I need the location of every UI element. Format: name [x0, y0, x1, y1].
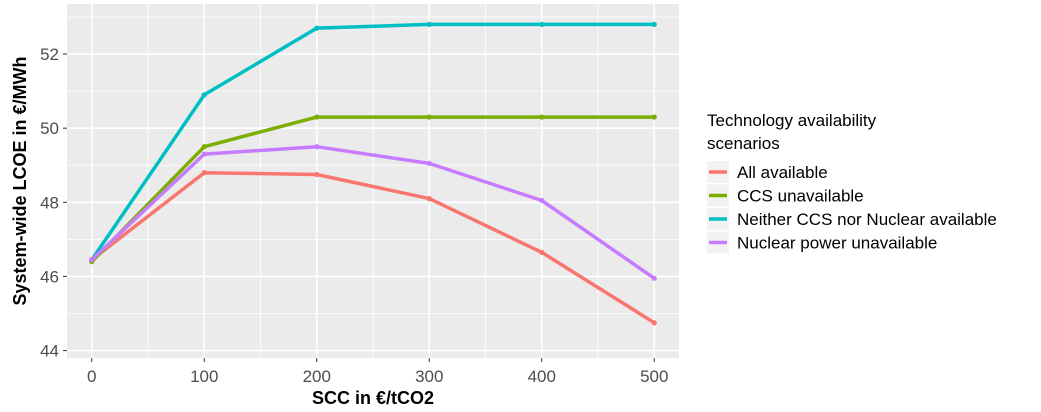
series-line	[90, 115, 657, 264]
data-point	[201, 92, 207, 98]
data-point	[89, 257, 95, 263]
y-tick-label: 50	[40, 119, 59, 138]
data-point	[201, 144, 207, 150]
data-point	[201, 170, 207, 176]
data-point	[651, 275, 657, 281]
legend-label: Neither CCS nor Nuclear available	[737, 210, 997, 229]
data-point	[539, 114, 545, 120]
data-point	[539, 249, 545, 255]
data-point	[426, 160, 432, 166]
data-point	[314, 25, 320, 31]
minor-gridlines	[67, 4, 679, 358]
y-tick-label: 46	[40, 267, 59, 286]
y-tick-label: 44	[40, 342, 59, 361]
x-tick-label: 500	[640, 367, 668, 386]
legend-label: All available	[737, 163, 828, 182]
data-point	[539, 21, 545, 27]
x-tick-label: 100	[190, 367, 218, 386]
data-point	[314, 114, 320, 120]
x-tick-label: 300	[415, 367, 443, 386]
data-point	[314, 144, 320, 150]
series-line	[90, 170, 657, 325]
data-point	[651, 114, 657, 120]
y-axis-ticks: 44 46 48 50 52	[40, 45, 67, 361]
data-point	[314, 171, 320, 178]
legend-label: CCS unavailable	[737, 187, 864, 206]
legend-title-line-1: Technology availability	[707, 111, 877, 130]
series-line	[90, 144, 657, 281]
x-tick-label: 400	[528, 367, 556, 386]
x-tick-label: 200	[303, 367, 331, 386]
legend: Technology availability scenarios All av…	[707, 111, 997, 254]
data-point	[651, 320, 657, 326]
data-point	[426, 21, 432, 27]
y-axis-title: System-wide LCOE in €/MWh	[10, 56, 30, 305]
x-axis-ticks: 0 100 200 300 400 500	[87, 358, 668, 386]
series-line	[90, 22, 657, 262]
legend-title-line-2: scenarios	[707, 134, 780, 153]
legend-items: All available CCS unavailable Neither CCS …	[707, 161, 997, 254]
major-gridlines	[67, 4, 679, 358]
data-point	[426, 114, 432, 120]
data-point	[201, 151, 207, 157]
x-tick-label: 0	[87, 367, 96, 386]
y-tick-label: 48	[40, 193, 59, 212]
x-axis-title: SCC in €/tCO2	[312, 388, 434, 408]
y-tick-label: 52	[40, 45, 59, 64]
data-point	[539, 197, 545, 204]
data-point	[651, 21, 657, 27]
data-point	[426, 196, 432, 202]
series-lines	[89, 21, 657, 326]
legend-label: Nuclear power unavailable	[737, 234, 937, 253]
